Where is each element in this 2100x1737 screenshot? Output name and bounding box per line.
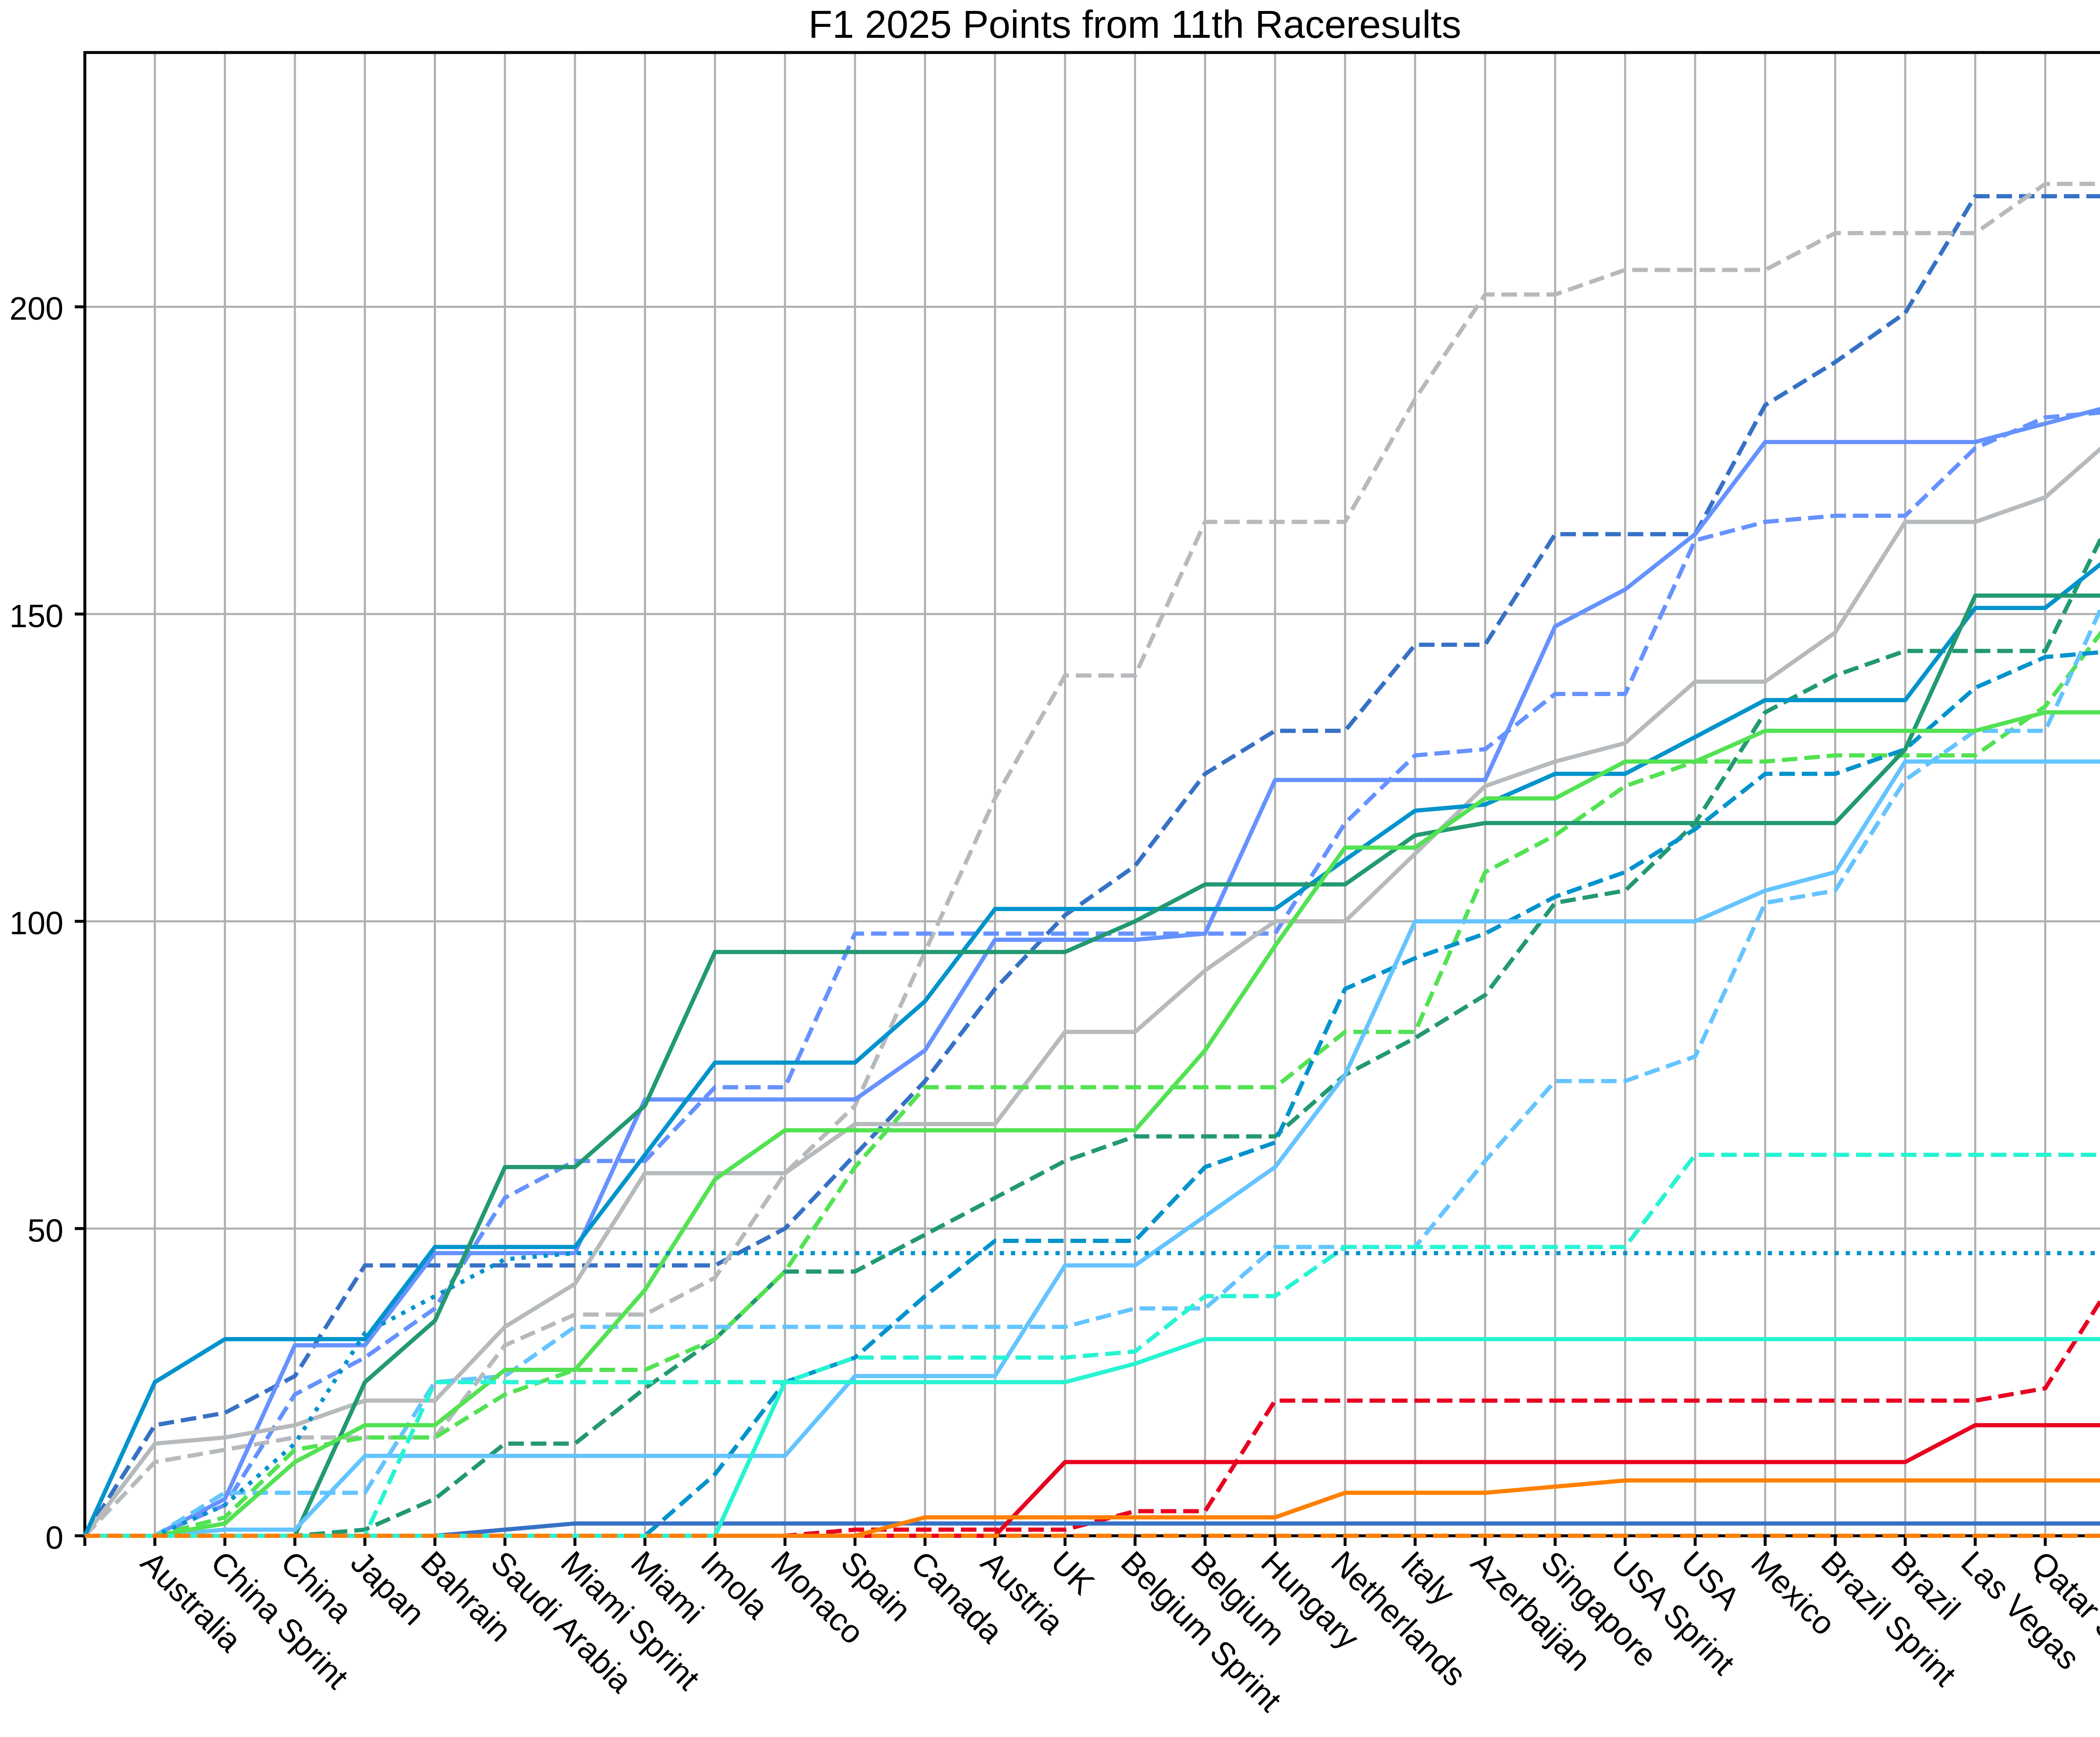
svg-text:50: 50 (27, 1213, 63, 1249)
svg-text:150: 150 (10, 598, 63, 634)
svg-text:0: 0 (45, 1520, 63, 1556)
svg-text:200: 200 (10, 291, 63, 327)
svg-text:100: 100 (10, 905, 63, 941)
svg-text:F1 2025 Points from 11th Racer: F1 2025 Points from 11th Raceresults (808, 3, 1461, 46)
